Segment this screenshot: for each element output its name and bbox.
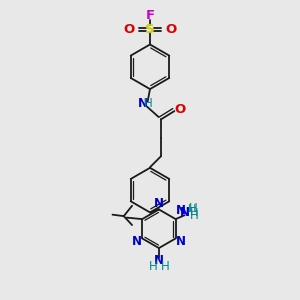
Text: H: H xyxy=(148,260,157,273)
Text: N: N xyxy=(176,235,185,248)
Text: F: F xyxy=(146,9,154,22)
Text: N: N xyxy=(154,254,164,267)
Text: H: H xyxy=(190,209,199,222)
Text: N: N xyxy=(132,235,142,248)
Text: N: N xyxy=(180,206,190,219)
Text: O: O xyxy=(165,22,176,35)
Text: H: H xyxy=(189,202,198,215)
Text: H: H xyxy=(190,208,198,218)
Text: H: H xyxy=(188,204,196,214)
Text: H: H xyxy=(160,260,169,273)
Text: O: O xyxy=(175,103,186,116)
Text: N: N xyxy=(138,98,148,110)
Text: H: H xyxy=(144,98,153,110)
Text: O: O xyxy=(124,22,135,35)
Text: S: S xyxy=(145,22,155,35)
Text: N: N xyxy=(154,197,164,210)
Text: N: N xyxy=(176,204,186,217)
